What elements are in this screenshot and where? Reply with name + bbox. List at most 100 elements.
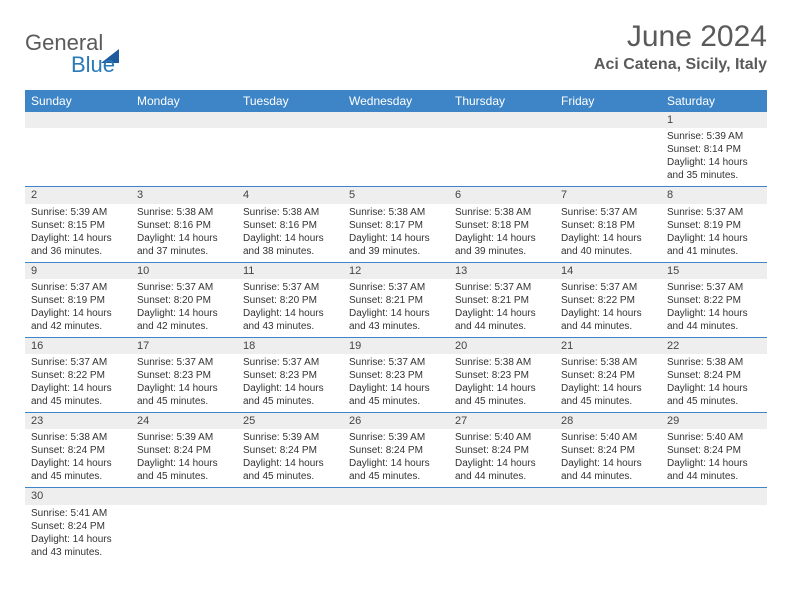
calendar-cell: 6Sunrise: 5:38 AMSunset: 8:18 PMDaylight… — [449, 187, 555, 262]
calendar-cell: 13Sunrise: 5:37 AMSunset: 8:21 PMDayligh… — [449, 262, 555, 337]
weekday-header: Friday — [555, 90, 661, 112]
day-details: Sunrise: 5:37 AMSunset: 8:20 PMDaylight:… — [131, 279, 237, 337]
sunrise: Sunrise: 5:38 AM — [455, 206, 549, 219]
day-number: 21 — [555, 338, 661, 354]
calendar-table: SundayMondayTuesdayWednesdayThursdayFrid… — [25, 90, 767, 563]
daylight: Daylight: 14 hours and 44 minutes. — [561, 457, 655, 483]
daylight: Daylight: 14 hours and 45 minutes. — [667, 382, 761, 408]
sunrise: Sunrise: 5:37 AM — [137, 281, 231, 294]
daylight: Daylight: 14 hours and 43 minutes. — [349, 307, 443, 333]
sunset: Sunset: 8:24 PM — [667, 444, 761, 457]
sunset: Sunset: 8:18 PM — [455, 219, 549, 232]
day-details: Sunrise: 5:37 AMSunset: 8:19 PMDaylight:… — [25, 279, 131, 337]
calendar-cell: 7Sunrise: 5:37 AMSunset: 8:18 PMDaylight… — [555, 187, 661, 262]
sunset: Sunset: 8:24 PM — [137, 444, 231, 457]
day-number-empty — [25, 112, 131, 128]
sunset: Sunset: 8:24 PM — [667, 369, 761, 382]
day-number-empty — [661, 488, 767, 504]
sunset: Sunset: 8:24 PM — [349, 444, 443, 457]
day-number-empty — [237, 488, 343, 504]
sunrise: Sunrise: 5:37 AM — [455, 281, 549, 294]
day-number: 20 — [449, 338, 555, 354]
day-details: Sunrise: 5:37 AMSunset: 8:18 PMDaylight:… — [555, 204, 661, 262]
day-details: Sunrise: 5:38 AMSunset: 8:24 PMDaylight:… — [555, 354, 661, 412]
sunrise: Sunrise: 5:41 AM — [31, 507, 125, 520]
sunset: Sunset: 8:24 PM — [31, 520, 125, 533]
sunset: Sunset: 8:18 PM — [561, 219, 655, 232]
day-number: 7 — [555, 187, 661, 203]
day-details: Sunrise: 5:39 AMSunset: 8:24 PMDaylight:… — [131, 429, 237, 487]
weekday-header: Wednesday — [343, 90, 449, 112]
sunrise: Sunrise: 5:37 AM — [349, 281, 443, 294]
daylight: Daylight: 14 hours and 40 minutes. — [561, 232, 655, 258]
logo: General Blue — [25, 20, 119, 82]
day-details: Sunrise: 5:38 AMSunset: 8:24 PMDaylight:… — [661, 354, 767, 412]
sunrise: Sunrise: 5:39 AM — [31, 206, 125, 219]
calendar-cell: 29Sunrise: 5:40 AMSunset: 8:24 PMDayligh… — [661, 413, 767, 488]
calendar-cell: 28Sunrise: 5:40 AMSunset: 8:24 PMDayligh… — [555, 413, 661, 488]
day-details: Sunrise: 5:39 AMSunset: 8:15 PMDaylight:… — [25, 204, 131, 262]
sunset: Sunset: 8:23 PM — [455, 369, 549, 382]
day-details: Sunrise: 5:41 AMSunset: 8:24 PMDaylight:… — [25, 505, 131, 563]
calendar-cell: 27Sunrise: 5:40 AMSunset: 8:24 PMDayligh… — [449, 413, 555, 488]
day-details: Sunrise: 5:38 AMSunset: 8:24 PMDaylight:… — [25, 429, 131, 487]
daylight: Daylight: 14 hours and 44 minutes. — [455, 307, 549, 333]
calendar-cell: 22Sunrise: 5:38 AMSunset: 8:24 PMDayligh… — [661, 337, 767, 412]
daylight: Daylight: 14 hours and 42 minutes. — [31, 307, 125, 333]
sunset: Sunset: 8:22 PM — [561, 294, 655, 307]
day-number: 18 — [237, 338, 343, 354]
sunset: Sunset: 8:16 PM — [243, 219, 337, 232]
sunrise: Sunrise: 5:40 AM — [455, 431, 549, 444]
calendar-cell: 11Sunrise: 5:37 AMSunset: 8:20 PMDayligh… — [237, 262, 343, 337]
day-details: Sunrise: 5:39 AMSunset: 8:14 PMDaylight:… — [661, 128, 767, 186]
day-number: 26 — [343, 413, 449, 429]
day-number: 27 — [449, 413, 555, 429]
calendar-cell: 17Sunrise: 5:37 AMSunset: 8:23 PMDayligh… — [131, 337, 237, 412]
day-number: 11 — [237, 263, 343, 279]
day-number-empty — [449, 112, 555, 128]
sunset: Sunset: 8:23 PM — [137, 369, 231, 382]
day-details: Sunrise: 5:40 AMSunset: 8:24 PMDaylight:… — [449, 429, 555, 487]
day-details: Sunrise: 5:37 AMSunset: 8:21 PMDaylight:… — [343, 279, 449, 337]
sunrise: Sunrise: 5:37 AM — [31, 281, 125, 294]
calendar-cell: 16Sunrise: 5:37 AMSunset: 8:22 PMDayligh… — [25, 337, 131, 412]
sunset: Sunset: 8:16 PM — [137, 219, 231, 232]
calendar-cell — [449, 112, 555, 187]
daylight: Daylight: 14 hours and 45 minutes. — [455, 382, 549, 408]
day-number: 6 — [449, 187, 555, 203]
logo-part2: Blue — [71, 52, 115, 77]
sunrise: Sunrise: 5:39 AM — [137, 431, 231, 444]
calendar-head: SundayMondayTuesdayWednesdayThursdayFrid… — [25, 90, 767, 112]
calendar-body: 1Sunrise: 5:39 AMSunset: 8:14 PMDaylight… — [25, 112, 767, 563]
calendar-cell — [237, 112, 343, 187]
sunrise: Sunrise: 5:38 AM — [561, 356, 655, 369]
sunrise: Sunrise: 5:37 AM — [561, 206, 655, 219]
day-details: Sunrise: 5:37 AMSunset: 8:23 PMDaylight:… — [131, 354, 237, 412]
sunrise: Sunrise: 5:38 AM — [349, 206, 443, 219]
sunset: Sunset: 8:24 PM — [561, 369, 655, 382]
day-number: 8 — [661, 187, 767, 203]
day-number: 22 — [661, 338, 767, 354]
daylight: Daylight: 14 hours and 45 minutes. — [31, 457, 125, 483]
day-details: Sunrise: 5:37 AMSunset: 8:20 PMDaylight:… — [237, 279, 343, 337]
day-details: Sunrise: 5:37 AMSunset: 8:23 PMDaylight:… — [343, 354, 449, 412]
day-number-empty — [237, 112, 343, 128]
calendar-cell: 3Sunrise: 5:38 AMSunset: 8:16 PMDaylight… — [131, 187, 237, 262]
daylight: Daylight: 14 hours and 45 minutes. — [243, 457, 337, 483]
sunrise: Sunrise: 5:37 AM — [31, 356, 125, 369]
calendar-cell: 14Sunrise: 5:37 AMSunset: 8:22 PMDayligh… — [555, 262, 661, 337]
daylight: Daylight: 14 hours and 44 minutes. — [667, 457, 761, 483]
title-block: June 2024 Aci Catena, Sicily, Italy — [594, 20, 767, 74]
day-details: Sunrise: 5:37 AMSunset: 8:22 PMDaylight:… — [25, 354, 131, 412]
daylight: Daylight: 14 hours and 45 minutes. — [349, 457, 443, 483]
calendar-cell — [449, 488, 555, 563]
day-details: Sunrise: 5:37 AMSunset: 8:19 PMDaylight:… — [661, 204, 767, 262]
calendar-cell — [131, 112, 237, 187]
daylight: Daylight: 14 hours and 43 minutes. — [243, 307, 337, 333]
day-number: 17 — [131, 338, 237, 354]
day-details: Sunrise: 5:39 AMSunset: 8:24 PMDaylight:… — [343, 429, 449, 487]
calendar-cell: 1Sunrise: 5:39 AMSunset: 8:14 PMDaylight… — [661, 112, 767, 187]
sunrise: Sunrise: 5:37 AM — [137, 356, 231, 369]
calendar-cell: 25Sunrise: 5:39 AMSunset: 8:24 PMDayligh… — [237, 413, 343, 488]
calendar-cell: 5Sunrise: 5:38 AMSunset: 8:17 PMDaylight… — [343, 187, 449, 262]
